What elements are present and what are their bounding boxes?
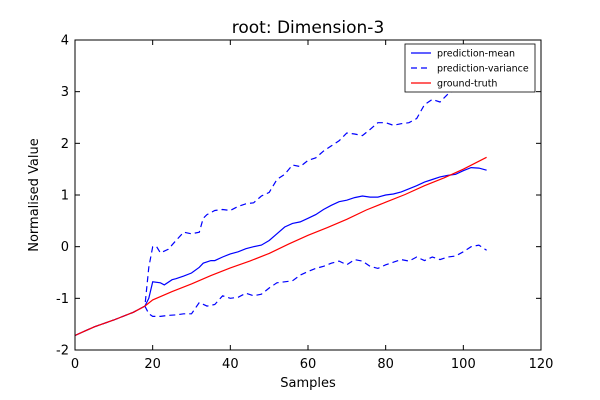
series-line-prediction-mean — [74, 166, 487, 337]
y-tick-label: 4 — [61, 34, 69, 49]
series-line-ground-truth — [74, 156, 487, 337]
x-tick-label: 120 — [529, 357, 554, 372]
series-line-prediction-variance-1 — [74, 88, 456, 337]
legend-label-ground-truth: ground-truth — [437, 79, 497, 90]
x-tick-label: 0 — [71, 357, 79, 372]
x-tick-label: 60 — [300, 357, 317, 372]
plot-area — [74, 88, 487, 337]
y-axis-label: Normalised Value — [27, 138, 42, 252]
x-tick-label: 100 — [451, 357, 476, 372]
legend-label-prediction-variance: prediction-variance — [437, 64, 529, 75]
x-ticks: 0 20 40 60 80 100 120 — [71, 40, 554, 372]
legend: prediction-mean prediction-variance ground… — [404, 43, 536, 93]
y-tick-label: 3 — [61, 85, 69, 100]
series-line-prediction-variance-2 — [144, 244, 487, 317]
x-tick-label: 80 — [377, 357, 394, 372]
chart-title: root: Dimension-3 — [232, 18, 385, 38]
y-tick-label: -1 — [56, 292, 69, 307]
y-ticks: -2 -1 0 1 2 3 4 — [56, 34, 541, 359]
y-tick-label: -2 — [56, 344, 69, 359]
y-tick-label: 1 — [61, 189, 69, 204]
y-tick-label: 0 — [61, 240, 69, 255]
x-tick-label: 40 — [222, 357, 239, 372]
x-axis-label: Samples — [280, 376, 336, 391]
legend-label-prediction-mean: prediction-mean — [437, 49, 515, 60]
y-tick-label: 2 — [61, 137, 69, 152]
x-tick-label: 20 — [144, 357, 161, 372]
